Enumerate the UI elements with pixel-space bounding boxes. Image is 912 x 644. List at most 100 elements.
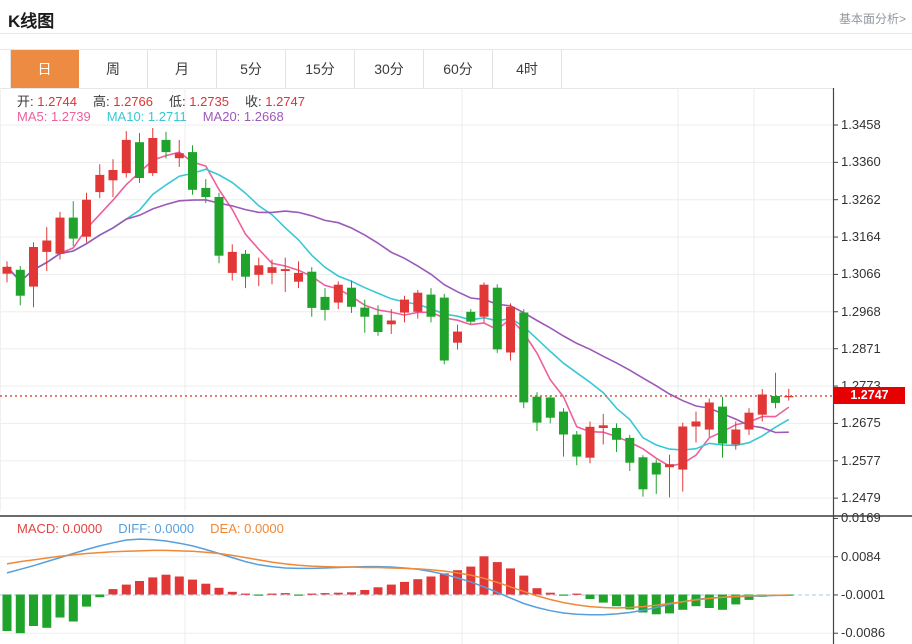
macd-bar <box>704 594 714 608</box>
candle-body <box>15 269 25 296</box>
macd-bar <box>254 594 264 596</box>
price-axis-label: 1.2871 <box>841 340 881 356</box>
candle-body <box>174 153 184 159</box>
candle-body <box>148 138 158 174</box>
macd-bar <box>585 594 595 599</box>
candle-body <box>585 426 595 458</box>
candle-body <box>400 299 409 313</box>
candle-body <box>744 412 754 430</box>
candle-body <box>201 187 211 197</box>
macd-bar <box>598 594 608 603</box>
macd-legend: MACD: 0.0000 DIFF: 0.0000 DEA: 0.0000 <box>17 521 300 536</box>
current-price-badge: 1.2747 <box>834 387 905 405</box>
candle-body <box>598 425 608 428</box>
candle-body <box>784 396 794 398</box>
macd-bar <box>320 593 330 595</box>
tab-5min[interactable]: 5分 <box>217 50 286 88</box>
candle-body <box>519 312 529 403</box>
macd-bar <box>95 594 105 598</box>
candle-body <box>95 174 105 193</box>
tabbar-top-border <box>0 49 912 50</box>
candle-body <box>42 240 52 252</box>
macd-axis-label: 0.0169 <box>841 510 881 526</box>
macd-bar <box>479 556 489 595</box>
macd-bar <box>572 593 582 595</box>
tab-4hour[interactable]: 4时 <box>493 50 562 88</box>
macd-bar <box>373 587 383 595</box>
macd-axis-label: -0.0086 <box>841 625 886 641</box>
candle-body <box>360 307 370 317</box>
candle-body <box>426 294 436 317</box>
macd-bar <box>360 590 370 595</box>
fundamental-analysis-link[interactable]: 基本面分析> <box>838 12 906 26</box>
tab-week[interactable]: 周 <box>79 50 148 88</box>
candle-body <box>55 217 65 254</box>
macd-bar <box>426 576 436 595</box>
legend-item: DEA: 0.0000 <box>210 521 284 536</box>
tabbar-bottom-border <box>0 88 833 89</box>
tab-15min[interactable]: 15分 <box>286 50 355 88</box>
macd-bar <box>413 579 423 595</box>
price-axis-label: 1.2968 <box>841 303 881 319</box>
macd-bar <box>651 594 661 615</box>
candle-body <box>453 331 462 343</box>
macd-bar <box>15 594 25 634</box>
candle-body <box>625 437 635 463</box>
candle-body <box>731 429 741 445</box>
candle-body <box>704 402 714 430</box>
macd-bar <box>121 584 131 595</box>
candle-body <box>492 287 502 350</box>
dea-line <box>6 549 789 609</box>
macd-bar <box>453 570 462 595</box>
macd-bar <box>718 594 727 610</box>
page-title: K线图 <box>8 12 55 31</box>
macd-axis-label: -0.0001 <box>841 586 886 602</box>
candle-body <box>638 457 648 490</box>
candle-body <box>29 247 38 287</box>
macd-bar <box>612 594 621 607</box>
candle-body <box>651 462 661 475</box>
macd-bar <box>29 594 38 626</box>
price-axis-label: 1.3164 <box>841 229 881 245</box>
price-axis-label: 1.3360 <box>841 154 881 170</box>
macd-bar <box>347 592 356 595</box>
candle-body <box>188 152 197 190</box>
tab-day[interactable]: 日 <box>10 50 79 88</box>
candle-body <box>135 142 144 178</box>
macd-bar <box>227 591 237 595</box>
price-axis-label: 1.3458 <box>841 117 881 132</box>
candle-body <box>718 406 727 444</box>
ma10-line <box>6 168 790 451</box>
candle-body <box>121 139 131 174</box>
ma20-line <box>6 199 789 434</box>
macd-bar <box>214 587 224 595</box>
candle-body <box>757 394 767 415</box>
macd-bar <box>280 593 290 595</box>
candle-body <box>161 139 171 153</box>
period-tabbar: 日周月 5分 15分 30分 60分 4时 <box>10 50 562 88</box>
macd-bar <box>333 592 343 595</box>
candle-body <box>678 426 688 470</box>
macd-bar <box>492 562 502 595</box>
candle-body <box>532 396 542 423</box>
macd-bar <box>82 594 91 607</box>
price-axis-label: 1.3066 <box>841 266 881 282</box>
candle-body <box>347 287 356 307</box>
candle-body <box>479 284 489 317</box>
ohlc-legend: 开: 1.2744 高: 1.2766 低: 1.2735 收: 1.2747 <box>17 91 321 110</box>
candle-body <box>2 266 12 274</box>
macd-bar <box>161 574 171 595</box>
legend-item: 高: 1.2766 <box>93 94 153 109</box>
legend-item: 低: 1.2735 <box>169 94 229 109</box>
tab-month[interactable]: 月 <box>148 50 217 88</box>
legend-item: MA10: 1.2711 <box>106 109 187 124</box>
macd-bar <box>294 594 303 596</box>
candle-body <box>280 269 290 271</box>
macd-bar <box>559 594 568 596</box>
legend-item: 开: 1.2744 <box>17 94 77 109</box>
tab-30min[interactable]: 30分 <box>355 50 424 88</box>
macd-bar <box>744 594 754 600</box>
tab-60min[interactable]: 60分 <box>424 50 493 88</box>
